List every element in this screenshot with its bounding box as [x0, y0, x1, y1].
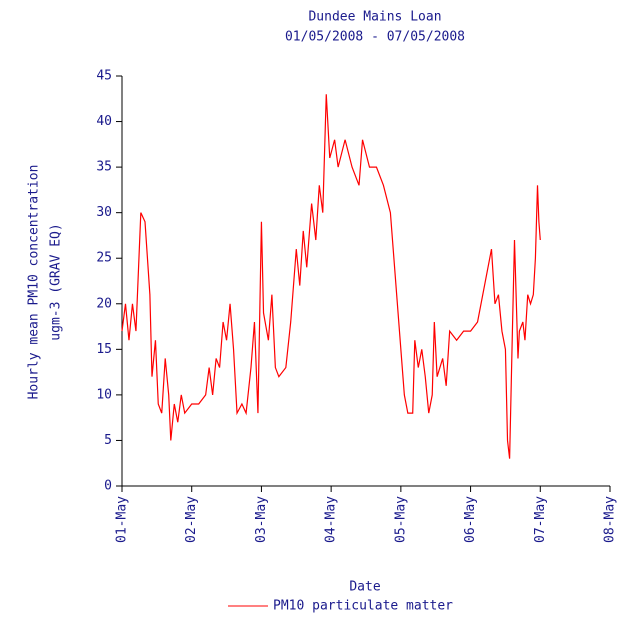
legend-label: PM10 particulate matter [273, 599, 453, 614]
y-tick-label: 25 [96, 251, 112, 266]
x-tick-label: 05-May [393, 496, 408, 543]
y-axis-label: ugm-3 (GRAV EQ) [49, 223, 64, 340]
y-tick-label: 5 [104, 433, 112, 448]
x-axis-label: Date [349, 580, 380, 595]
x-tick-label: 01-May [115, 496, 130, 543]
x-tick-label: 07-May [533, 496, 548, 543]
data-line [121, 94, 541, 459]
y-tick-label: 45 [96, 69, 112, 84]
y-tick-label: 30 [96, 205, 112, 220]
y-tick-label: 35 [96, 160, 112, 175]
y-tick-label: 40 [96, 114, 112, 129]
chart-subtitle: 01/05/2008 - 07/05/2008 [285, 30, 465, 45]
y-tick-label: 20 [96, 296, 112, 311]
x-tick-label: 04-May [324, 496, 339, 543]
y-tick-label: 0 [104, 479, 112, 494]
y-tick-label: 10 [96, 387, 112, 402]
y-tick-label: 15 [96, 342, 112, 357]
x-tick-label: 08-May [603, 496, 618, 543]
y-axis-label: Hourly mean PM10 concentration [27, 165, 42, 400]
x-tick-label: 06-May [463, 496, 478, 543]
x-tick-label: 02-May [184, 496, 199, 543]
chart-title: Dundee Mains Loan [308, 10, 441, 25]
x-tick-label: 03-May [254, 496, 269, 543]
